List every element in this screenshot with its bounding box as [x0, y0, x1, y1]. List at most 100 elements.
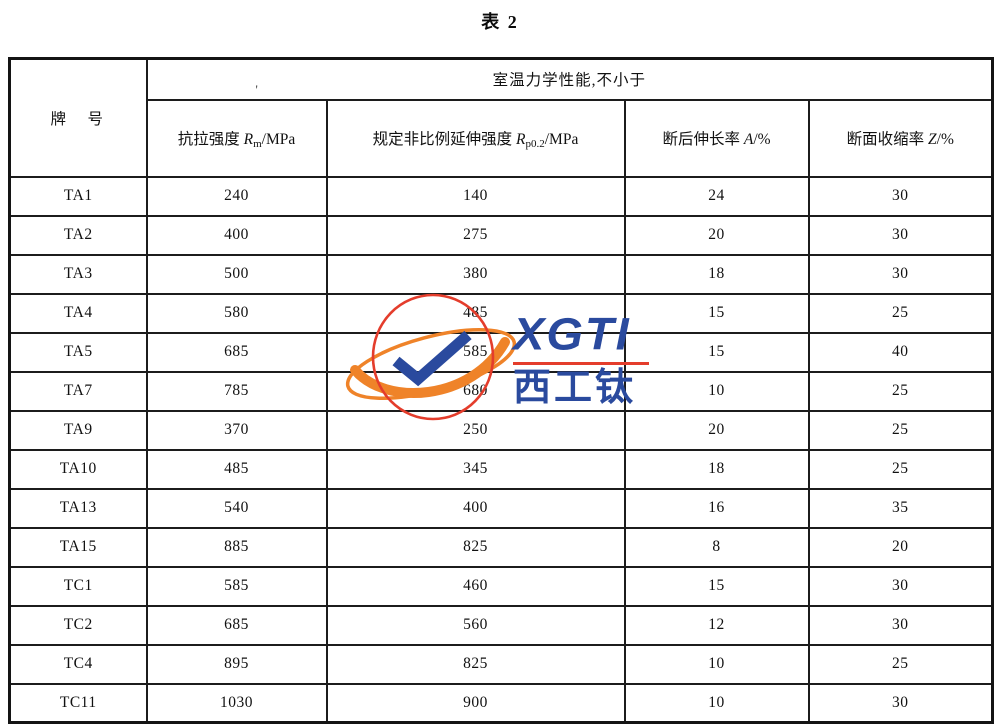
elongation-cell: 20 [623, 409, 810, 451]
col-label-suffix: /MPa [544, 130, 579, 148]
elongation-cell: 18 [623, 448, 810, 490]
col-header-reduction-of-area: 断面收缩率 Z/% [807, 98, 994, 178]
elongation-cell: 10 [623, 643, 810, 685]
rm-cell: 240 [145, 175, 328, 217]
rp02-cell: 345 [325, 448, 626, 490]
table-row: TA9 370 250 20 25 [8, 409, 994, 451]
table-row: TC11 1030 900 10 30 [8, 682, 994, 724]
reduction-cell: 30 [807, 604, 994, 646]
grade-cell: TA9 [8, 409, 148, 451]
table-row: TC2 685 560 12 30 [8, 604, 994, 646]
elongation-cell: 16 [623, 487, 810, 529]
table-row: TA13 540 400 16 35 [8, 487, 994, 529]
rm-cell: 485 [145, 448, 328, 490]
rm-cell: 895 [145, 643, 328, 685]
mechanical-properties-table: 牌 号 ' 室温力学性能,不小于 抗拉强度 Rm/MPa 规定非比例延伸强度 R… [8, 57, 995, 724]
reduction-cell: 40 [807, 331, 994, 373]
rp02-cell: 680 [325, 370, 626, 412]
rp02-cell: 825 [325, 643, 626, 685]
table-row: TA1 240 140 24 30 [8, 175, 994, 217]
col-label-suffix: /% [936, 130, 954, 148]
col-symbol: R [516, 130, 526, 148]
grade-cell: TA5 [8, 331, 148, 373]
rm-cell: 685 [145, 331, 328, 373]
stray-scan-mark: ' [255, 82, 258, 97]
col-label-prefix: 断后伸长率 [662, 130, 744, 148]
reduction-cell: 25 [807, 292, 994, 334]
rm-cell: 400 [145, 214, 328, 256]
table-row: TA15 885 825 8 20 [8, 526, 994, 568]
reduction-cell: 30 [807, 214, 994, 256]
grade-cell: TA15 [8, 526, 148, 568]
table-row: TC4 895 825 10 25 [8, 643, 994, 685]
elongation-cell: 10 [623, 682, 810, 724]
rp02-cell: 250 [325, 409, 626, 451]
rp02-cell: 380 [325, 253, 626, 295]
rm-cell: 580 [145, 292, 328, 334]
table-row: TA5 685 585 15 40 [8, 331, 994, 373]
header-row-span: 牌 号 ' 室温力学性能,不小于 [8, 57, 994, 178]
grade-cell: TA10 [8, 448, 148, 490]
elongation-cell: 15 [623, 565, 810, 607]
elongation-cell: 12 [623, 604, 810, 646]
table-row: TA7 785 680 10 25 [8, 370, 994, 412]
table-row: TA4 580 485 15 25 [8, 292, 994, 334]
rp02-cell: 460 [325, 565, 626, 607]
reduction-cell: 25 [807, 370, 994, 412]
grade-cell: TA4 [8, 292, 148, 334]
elongation-cell: 18 [623, 253, 810, 295]
elongation-cell: 20 [623, 214, 810, 256]
rp02-cell: 900 [325, 682, 626, 724]
reduction-cell: 20 [807, 526, 994, 568]
rp02-cell: 825 [325, 526, 626, 568]
col-symbol: Z [928, 130, 937, 148]
reduction-cell: 25 [807, 448, 994, 490]
reduction-cell: 25 [807, 643, 994, 685]
table-row: TC1 585 460 15 30 [8, 565, 994, 607]
grade-cell: TA2 [8, 214, 148, 256]
col-label-prefix: 规定非比例延伸强度 [372, 130, 517, 148]
grade-cell: TA3 [8, 253, 148, 295]
elongation-cell: 10 [623, 370, 810, 412]
elongation-cell: 15 [623, 331, 810, 373]
col-header-elongation: 断后伸长率 A/% [623, 98, 810, 178]
rp02-cell: 485 [325, 292, 626, 334]
rm-cell: 370 [145, 409, 328, 451]
col-header-proof-strength: 规定非比例延伸强度 Rp0.2/MPa [325, 98, 626, 178]
rp02-cell: 400 [325, 487, 626, 529]
rm-cell: 1030 [145, 682, 328, 724]
reduction-cell: 35 [807, 487, 994, 529]
reduction-cell: 30 [807, 175, 994, 217]
rm-cell: 540 [145, 487, 328, 529]
reduction-cell: 30 [807, 682, 994, 724]
header-row-columns: 抗拉强度 Rm/MPa 规定非比例延伸强度 Rp0.2/MPa 断后伸长率 A/… [10, 98, 994, 178]
grade-cell: TA13 [8, 487, 148, 529]
col-label-prefix: 断面收缩率 [846, 130, 929, 148]
rp02-cell: 275 [325, 214, 626, 256]
rp02-cell: 140 [325, 175, 626, 217]
grade-cell: TA7 [8, 370, 148, 412]
span-header-label: 室温力学性能,不小于 [492, 72, 646, 90]
rm-cell: 885 [145, 526, 328, 568]
rm-cell: 585 [145, 565, 328, 607]
rp02-cell: 585 [325, 331, 626, 373]
grade-cell: TC2 [8, 604, 148, 646]
col-symbol: A [743, 130, 754, 148]
page-title: 表 2 [481, 12, 519, 32]
reduction-cell: 30 [807, 253, 994, 295]
grade-cell: TC4 [8, 643, 148, 685]
span-column-header: ' 室温力学性能,不小于 [145, 57, 994, 101]
table-row: TA3 500 380 18 30 [8, 253, 994, 295]
rm-cell: 785 [145, 370, 328, 412]
grade-cell: TC1 [8, 565, 148, 607]
col-subscript: m [253, 137, 262, 150]
rm-cell: 685 [145, 604, 328, 646]
table-row: TA2 400 275 20 30 [8, 214, 994, 256]
grade-cell: TA1 [8, 175, 148, 217]
col-label-suffix: /MPa [261, 130, 296, 148]
col-subscript: p0.2 [525, 137, 545, 150]
col-symbol: R [243, 130, 254, 148]
reduction-cell: 25 [807, 409, 994, 451]
reduction-cell: 30 [807, 565, 994, 607]
grade-cell: TC11 [8, 682, 148, 724]
